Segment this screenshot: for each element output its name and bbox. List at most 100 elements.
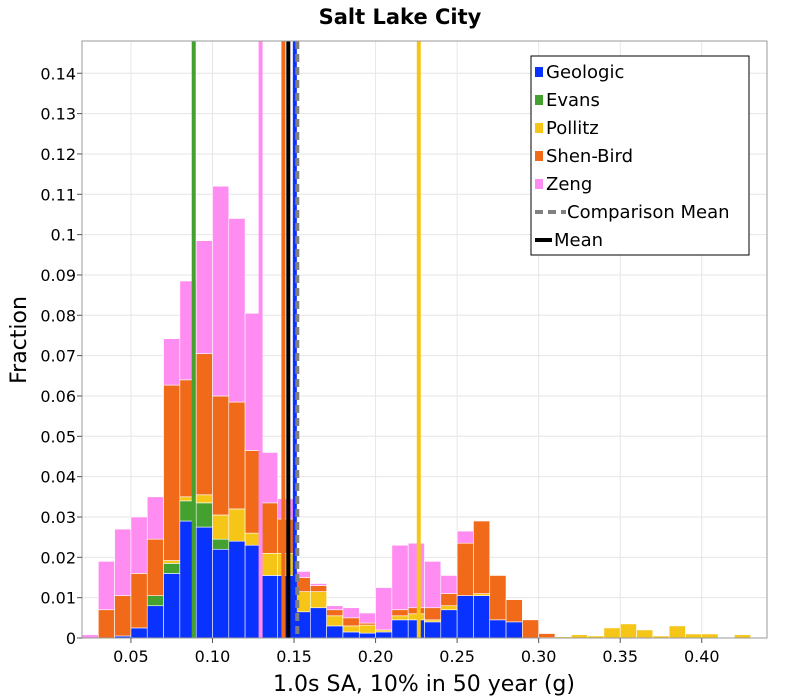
y-axis-ticks: 0 0.01 0.02 0.03 0.04 0.05 0.06 0.07 0.08 0.09 0.1…: [40, 64, 82, 648]
y-tick-label: 0.07: [40, 347, 76, 366]
bar-geologic: [489, 619, 507, 639]
bar-geologic: [277, 575, 295, 639]
bar-zeng: [277, 498, 295, 520]
bar-geologic: [195, 526, 213, 639]
legend-label: Comparison Mean: [567, 202, 730, 223]
legend-swatch: [535, 95, 543, 105]
legend-swatch: [535, 179, 543, 189]
bar-zeng: [391, 544, 409, 611]
bar-shen-bird: [522, 619, 539, 639]
bar-pollitz: [212, 514, 230, 540]
bar-zeng: [310, 583, 327, 586]
bar-pollitz: [277, 552, 295, 576]
legend-swatch: [535, 151, 543, 161]
bar-geologic: [456, 595, 474, 639]
y-tick-label: 0.06: [40, 387, 76, 406]
legend-label: Shen-Bird: [546, 146, 633, 167]
x-axis-label: 1.0s SA, 10% in 50 year (g): [273, 672, 575, 697]
legend-label: Mean: [554, 230, 603, 251]
bar-pollitz: [473, 593, 491, 596]
bar-pollitz: [326, 615, 344, 627]
bar-pollitz: [310, 591, 327, 609]
bar-pollitz: [619, 623, 637, 639]
legend-label: Geologic: [546, 62, 624, 83]
bar-shen-bird: [130, 573, 148, 629]
y-tick-label: 0.08: [40, 306, 76, 325]
bar-shen-bird: [440, 593, 458, 607]
chart-title: Salt Lake City: [319, 5, 482, 29]
bar-geologic: [228, 540, 246, 639]
legend-swatch: [535, 67, 543, 77]
y-tick-label: 0.14: [40, 64, 76, 83]
bar-evans: [163, 563, 181, 574]
bar-shen-bird: [424, 607, 442, 621]
bar-zeng: [326, 605, 344, 611]
bar-shen-bird: [261, 502, 279, 554]
bar-shen-bird: [342, 617, 360, 627]
y-tick-label: 0.11: [40, 185, 76, 204]
x-tick-label: 0.20: [358, 647, 394, 666]
bar-shen-bird: [98, 609, 115, 639]
bar-shen-bird: [310, 585, 327, 592]
y-tick-label: 0: [66, 629, 76, 648]
y-tick-label: 0.12: [40, 145, 76, 164]
bar-zeng: [114, 528, 132, 596]
bar-geologic: [505, 621, 523, 639]
x-tick-label: 0.15: [276, 647, 312, 666]
bar-zeng: [358, 612, 376, 624]
bar-shen-bird: [489, 575, 507, 621]
bar-pollitz: [668, 625, 686, 639]
bar-shen-bird: [146, 538, 164, 596]
bar-pollitz: [424, 619, 442, 623]
x-tick-label: 0.40: [684, 647, 720, 666]
bar-zeng: [98, 561, 115, 611]
bar-pollitz: [440, 605, 458, 611]
bar-zeng: [130, 516, 148, 574]
y-tick-label: 0.05: [40, 427, 76, 446]
bar-zeng: [195, 240, 213, 354]
legend-label: Evans: [546, 90, 600, 111]
bar-zeng: [342, 607, 360, 619]
bar-shen-bird: [326, 609, 344, 617]
bar-shen-bird: [391, 609, 409, 617]
mean-lines: [191, 41, 421, 638]
bar-shen-bird: [195, 353, 213, 496]
bar-shen-bird: [505, 599, 523, 623]
bar-shen-bird: [407, 607, 425, 615]
bar-zeng: [146, 496, 164, 540]
bar-shen-bird: [277, 518, 295, 554]
x-tick-label: 0.35: [602, 647, 638, 666]
bar-geologic: [358, 632, 376, 639]
bar-geologic: [261, 575, 279, 639]
bar-shen-bird: [538, 633, 556, 638]
bar-geologic: [146, 605, 164, 639]
bar-shen-bird: [358, 622, 376, 626]
bar-zeng: [163, 338, 181, 386]
bar-evans: [195, 502, 213, 528]
bar-pollitz: [636, 629, 654, 639]
y-axis-label: Fraction: [7, 296, 32, 384]
legend-items: Geologic Evans Pollitz Shen-Bird Zeng Compari…: [535, 62, 730, 251]
bar-zeng: [228, 218, 246, 403]
bar-pollitz: [163, 560, 181, 564]
bar-geologic: [375, 631, 393, 639]
bar-pollitz: [407, 613, 425, 621]
bar-geologic: [440, 609, 458, 639]
x-tick-label: 0.30: [521, 647, 557, 666]
y-tick-label: 0.09: [40, 266, 76, 285]
plot-frame: [81, 40, 768, 639]
bar-evans: [212, 538, 230, 550]
bar-geologic: [310, 607, 327, 639]
bar-geologic: [342, 631, 360, 639]
bar-shen-bird: [456, 542, 474, 596]
histogram-bars: [81, 185, 768, 639]
bar-shen-bird: [114, 595, 132, 637]
y-tick-label: 0.03: [40, 508, 76, 527]
bar-pollitz: [228, 508, 246, 542]
bar-zeng: [456, 530, 474, 544]
y-tick-label: 0.02: [40, 548, 76, 567]
bar-pollitz: [375, 629, 393, 633]
bar-shen-bird: [473, 520, 491, 594]
x-tick-label: 0.25: [439, 647, 475, 666]
